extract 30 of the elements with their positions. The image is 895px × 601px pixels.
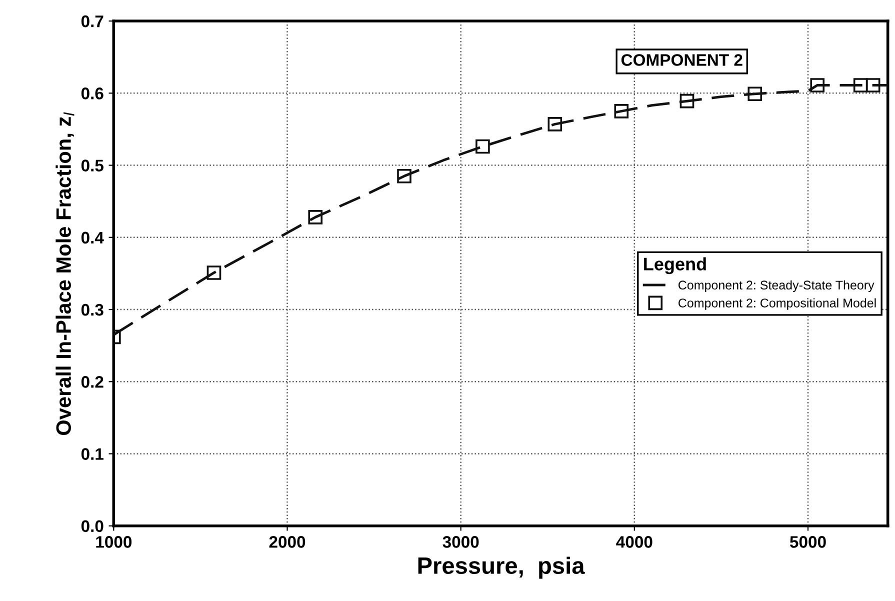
legend-title: Legend — [644, 257, 706, 274]
x-tick-label: 5000 — [790, 536, 826, 548]
point — [476, 139, 490, 154]
x-tick-label: 4000 — [616, 536, 652, 548]
legend-label: Component 2: Steady-State Theory — [678, 280, 874, 292]
x-tick-label: 3000 — [442, 536, 479, 548]
point — [810, 78, 825, 92]
legend-label: Component 2: Compositional Model — [678, 298, 876, 310]
x-tick-label: 1000 — [96, 536, 132, 548]
point — [748, 86, 762, 102]
y-tick-label: 0.5 — [81, 160, 104, 172]
x-tick-label: 2000 — [269, 536, 306, 548]
y-axis-title: Overall In-Place Mole Fraction, z$_{I}$ — [56, 112, 74, 435]
point — [866, 78, 880, 92]
point — [308, 210, 323, 224]
y-tick-label: 0.6 — [81, 88, 104, 100]
annotation: COMPONENT 2 — [621, 54, 742, 66]
point — [206, 266, 222, 280]
y-tick-label: 0.2 — [81, 376, 104, 388]
y-tick-label: 0.4 — [81, 232, 104, 244]
y-tick-label: 0.3 — [81, 304, 104, 316]
point — [680, 94, 694, 108]
y-tick-label: 0.0 — [81, 520, 104, 532]
y-tick-label: 0.1 — [81, 448, 104, 460]
point — [397, 168, 412, 184]
x-axis-title: Pressure, psia — [418, 556, 585, 579]
point — [548, 117, 562, 132]
y-tick-label: 0.7 — [81, 15, 104, 28]
point — [614, 104, 629, 118]
point — [853, 78, 868, 92]
